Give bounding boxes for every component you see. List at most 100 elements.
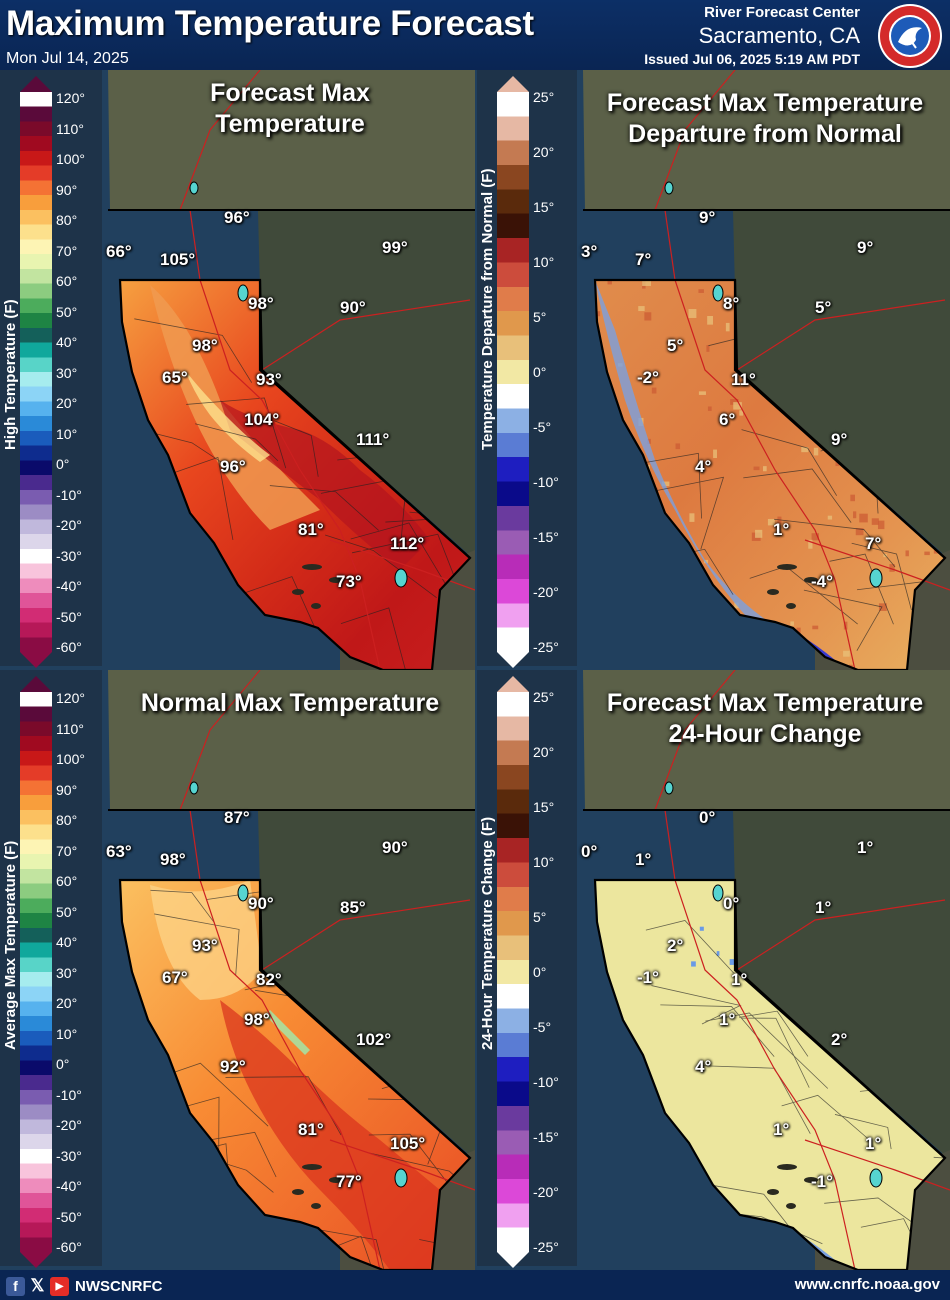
- panel-departure: 25° 20° 15° 10° 5° 0° -5° -10° -15° -20° -25° Tempe…: [475, 70, 950, 670]
- social-handle[interactable]: NWSCNRFC: [75, 1277, 163, 1295]
- legend-tick: -60°: [56, 639, 82, 655]
- panel-title-line: Departure from Normal: [628, 120, 902, 148]
- temperature-label: 7°: [635, 250, 652, 269]
- panel-title: Forecast Max Temperature Departure from N…: [585, 88, 945, 150]
- legend-tick: 5°: [533, 309, 547, 325]
- legend-color-bar: [20, 692, 52, 1252]
- temperature-label: 92°: [220, 1057, 246, 1076]
- forecast-date: Mon Jul 14, 2025: [6, 50, 129, 67]
- legend-color-bar: [497, 92, 529, 652]
- legend-tick: 25°: [533, 689, 555, 705]
- legend-tick: -20°: [533, 584, 559, 600]
- temperature-label: 9°: [831, 430, 848, 449]
- salton-sea: [869, 568, 883, 588]
- legend-title: Average Max Temperature (F): [2, 840, 19, 1050]
- facebook-icon[interactable]: f: [6, 1276, 25, 1296]
- temperature-label: 1°: [773, 1120, 790, 1139]
- temperature-label: 105°: [160, 250, 196, 269]
- island: [786, 1203, 796, 1209]
- temperature-label: 73°: [336, 572, 362, 591]
- legend-tick: 30°: [56, 364, 78, 381]
- youtube-icon[interactable]: ▶: [50, 1276, 69, 1296]
- legend-tick: -5°: [533, 419, 552, 435]
- legend-tick: 40°: [56, 334, 78, 350]
- temperature-label: 0°: [723, 894, 740, 913]
- website-link[interactable]: www.cnrfc.noaa.gov: [794, 1276, 940, 1293]
- issued-time: Issued Jul 06, 2025 5:19 AM PDT: [644, 51, 860, 67]
- legend-tick: 10°: [533, 254, 555, 270]
- temperature-label: 1°: [731, 970, 748, 989]
- legend-tick: 50°: [56, 303, 78, 320]
- nevada-land: [733, 810, 950, 1160]
- header-bar: Maximum Temperature Forecast Mon Jul 14,…: [0, 0, 950, 70]
- panel-forecast-max: 120° 110° 100° 90° 80° 70° 60° 50° 40° 30° 20° 10° 0…: [0, 70, 475, 670]
- legend-tick: 0°: [533, 364, 547, 380]
- office-location: Sacramento, CA: [698, 23, 860, 48]
- legend-tick: 25°: [533, 89, 555, 105]
- legend-top-arrow: [20, 676, 52, 692]
- legend-tick: -50°: [56, 1208, 82, 1225]
- legend-tick: 20°: [533, 144, 555, 160]
- panel-title-line: Forecast Max Temperature: [606, 89, 924, 117]
- legend-color-bar: [20, 92, 52, 652]
- legend-tick: 70°: [56, 242, 78, 259]
- legend-tick: 90°: [56, 781, 78, 798]
- panel-24h-change: 25° 20° 15° 10° 5° 0° -5° -10° -15° -20° -25° 24-Ho…: [475, 670, 950, 1270]
- temperature-label: -4°: [811, 572, 833, 591]
- salton-sea: [394, 568, 408, 588]
- legend-tick: -20°: [56, 517, 82, 533]
- temperature-label: 63°: [106, 842, 132, 861]
- oregon-land: [583, 670, 950, 810]
- legend-bottom-arrow: [497, 652, 529, 668]
- island: [311, 603, 321, 609]
- legend-tick: 100°: [56, 151, 85, 167]
- temperature-label: 6°: [719, 410, 736, 429]
- temperature-label: 2°: [667, 936, 684, 955]
- nevada-border: [733, 280, 946, 559]
- island: [311, 1203, 321, 1209]
- temperature-label: 111°: [356, 430, 390, 449]
- lake-tahoe: [712, 284, 724, 302]
- temperature-label: 81°: [298, 1120, 324, 1139]
- legend-tick: 30°: [56, 964, 78, 981]
- panel-title-line: Temperature: [215, 110, 365, 138]
- legend-tick: 15°: [533, 799, 555, 815]
- legend-tick: 120°: [56, 90, 85, 106]
- panel-title: Normal Max Temperature: [110, 688, 470, 719]
- nevada-border: [733, 880, 946, 1159]
- legend-tick: 40°: [56, 934, 78, 950]
- temperature-label: 82°: [256, 970, 282, 989]
- temperature-label: 67°: [162, 968, 188, 987]
- page-title: Maximum Temperature Forecast: [6, 4, 534, 43]
- lake: [664, 781, 674, 795]
- temperature-label: 9°: [699, 208, 716, 227]
- temperature-label: 93°: [192, 936, 218, 955]
- temperature-label: -2°: [637, 368, 659, 387]
- nevada-land: [733, 210, 950, 560]
- footer-bar: f 𝕏 ▶ NWSCNRFC www.cnrfc.noaa.gov: [0, 1270, 950, 1300]
- legend-tick: 60°: [56, 273, 78, 289]
- island: [786, 603, 796, 609]
- temperature-label: -1°: [811, 1172, 833, 1191]
- temperature-label: 3°: [581, 242, 598, 261]
- island: [767, 589, 779, 595]
- temperature-label: 1°: [719, 1010, 736, 1029]
- panel-title-line: 24-Hour Change: [668, 720, 862, 748]
- highways: [654, 70, 950, 670]
- salton-sea: [869, 1168, 883, 1188]
- legend: 25° 20° 15° 10° 5° 0° -5° -10° -15° -20° -25° 24-Ho…: [477, 670, 577, 1268]
- legend-tick: -15°: [533, 1129, 559, 1145]
- temperature-label: 65°: [162, 368, 188, 387]
- island: [777, 564, 797, 570]
- lake-tahoe: [237, 884, 249, 902]
- lake: [189, 181, 199, 195]
- legend-tick: -10°: [533, 474, 559, 490]
- x-icon[interactable]: 𝕏: [28, 1276, 47, 1296]
- nws-logo-icon[interactable]: [876, 2, 944, 70]
- temperature-label: 93°: [256, 370, 282, 389]
- nevada-land: [258, 210, 475, 560]
- temperature-label: 87°: [224, 808, 250, 827]
- island: [329, 577, 343, 583]
- temperature-label: 4°: [695, 457, 712, 476]
- lake: [189, 781, 199, 795]
